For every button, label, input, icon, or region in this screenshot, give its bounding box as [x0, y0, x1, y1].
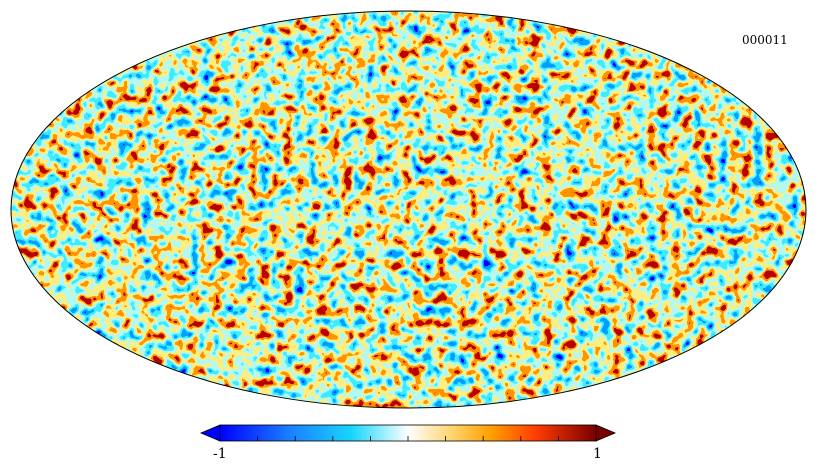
colorbar-min-label: -1 [213, 446, 227, 462]
map-identifier: 000011 [742, 33, 788, 47]
colorbar-right-arrow [595, 424, 617, 442]
colorbar-left-arrow [199, 424, 221, 442]
map-noise-field [11, 11, 806, 408]
colorbar [199, 424, 617, 442]
map-outline [10, 10, 807, 409]
map-area [11, 11, 806, 408]
colorbar-ticks [257, 436, 559, 441]
colorbar-max-label: 1 [593, 446, 602, 462]
